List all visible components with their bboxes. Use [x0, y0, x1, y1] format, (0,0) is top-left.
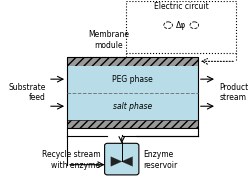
Bar — [67, 57, 197, 128]
Text: Product
stream: Product stream — [218, 83, 247, 102]
FancyBboxPatch shape — [104, 143, 138, 175]
Text: PEG phase: PEG phase — [112, 75, 152, 84]
Text: Δφ: Δφ — [175, 21, 186, 30]
Text: salt phase: salt phase — [112, 102, 151, 111]
Bar — [67, 120, 197, 128]
Text: Recycle stream
with enzyme: Recycle stream with enzyme — [42, 150, 100, 170]
Text: Enzyme
reservoir: Enzyme reservoir — [143, 150, 177, 170]
Text: Electric circuit: Electric circuit — [153, 2, 208, 11]
Text: Substrate
feed: Substrate feed — [8, 83, 45, 102]
Bar — [67, 57, 197, 66]
Polygon shape — [110, 157, 121, 166]
Text: Membrane
module: Membrane module — [88, 30, 129, 50]
Polygon shape — [121, 157, 132, 166]
Bar — [67, 66, 197, 120]
